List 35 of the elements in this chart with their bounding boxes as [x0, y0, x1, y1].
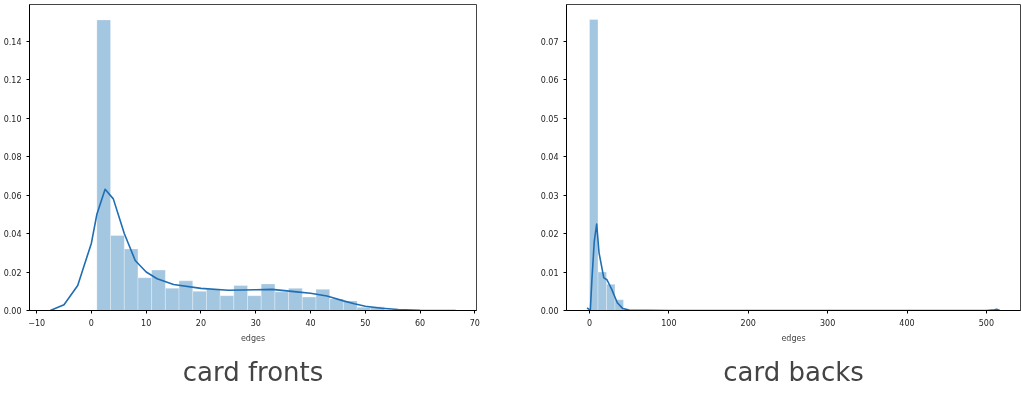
y-tick-label: 0.14 — [3, 37, 22, 47]
x-tick-label: 40 — [305, 318, 316, 328]
x-tick-label: 200 — [740, 318, 756, 328]
x-tick-label: 70 — [469, 318, 480, 328]
x-tick-label: 0 — [88, 318, 94, 328]
x-tick-label: 0 — [586, 318, 593, 328]
x-tick-label: 20 — [195, 318, 207, 328]
text: card fronts — [182, 356, 324, 387]
y-tick-label: 0.00 — [540, 307, 559, 316]
x-tick-label: 10 — [141, 318, 152, 328]
text: card backs — [723, 356, 864, 387]
x-tick-label: 300 — [819, 318, 836, 328]
y-tick-label: 0.01 — [540, 268, 559, 278]
y-tick-label: 0.12 — [3, 76, 22, 86]
y-tick-label: 0.02 — [3, 268, 22, 278]
x-tick-label: 400 — [899, 318, 915, 328]
y-tick-label: 0.04 — [540, 153, 559, 163]
y-tick-label: 0.06 — [540, 76, 559, 86]
x-axis-title: edges — [240, 333, 266, 343]
y-tick-label: 0.10 — [3, 114, 22, 124]
y-tick-label: 0.08 — [3, 153, 22, 163]
y-tick-label: 0.02 — [540, 230, 559, 240]
x-tick-label: −10 — [28, 318, 46, 328]
x-tick-label: 60 — [414, 318, 426, 328]
y-tick-label: 0.07 — [540, 37, 559, 47]
x-tick-label: 100 — [661, 318, 677, 328]
x-tick-label: 50 — [360, 318, 371, 328]
y-tick-label: 0.00 — [3, 307, 22, 316]
x-tick-label: 500 — [978, 318, 995, 328]
y-tick-label: 0.03 — [540, 191, 559, 201]
y-tick-label: 0.05 — [540, 114, 559, 124]
y-tick-label: 0.06 — [3, 191, 22, 201]
x-axis-title: edges — [781, 333, 806, 343]
y-tick-label: 0.04 — [3, 230, 22, 240]
x-tick-label: 30 — [250, 318, 261, 328]
